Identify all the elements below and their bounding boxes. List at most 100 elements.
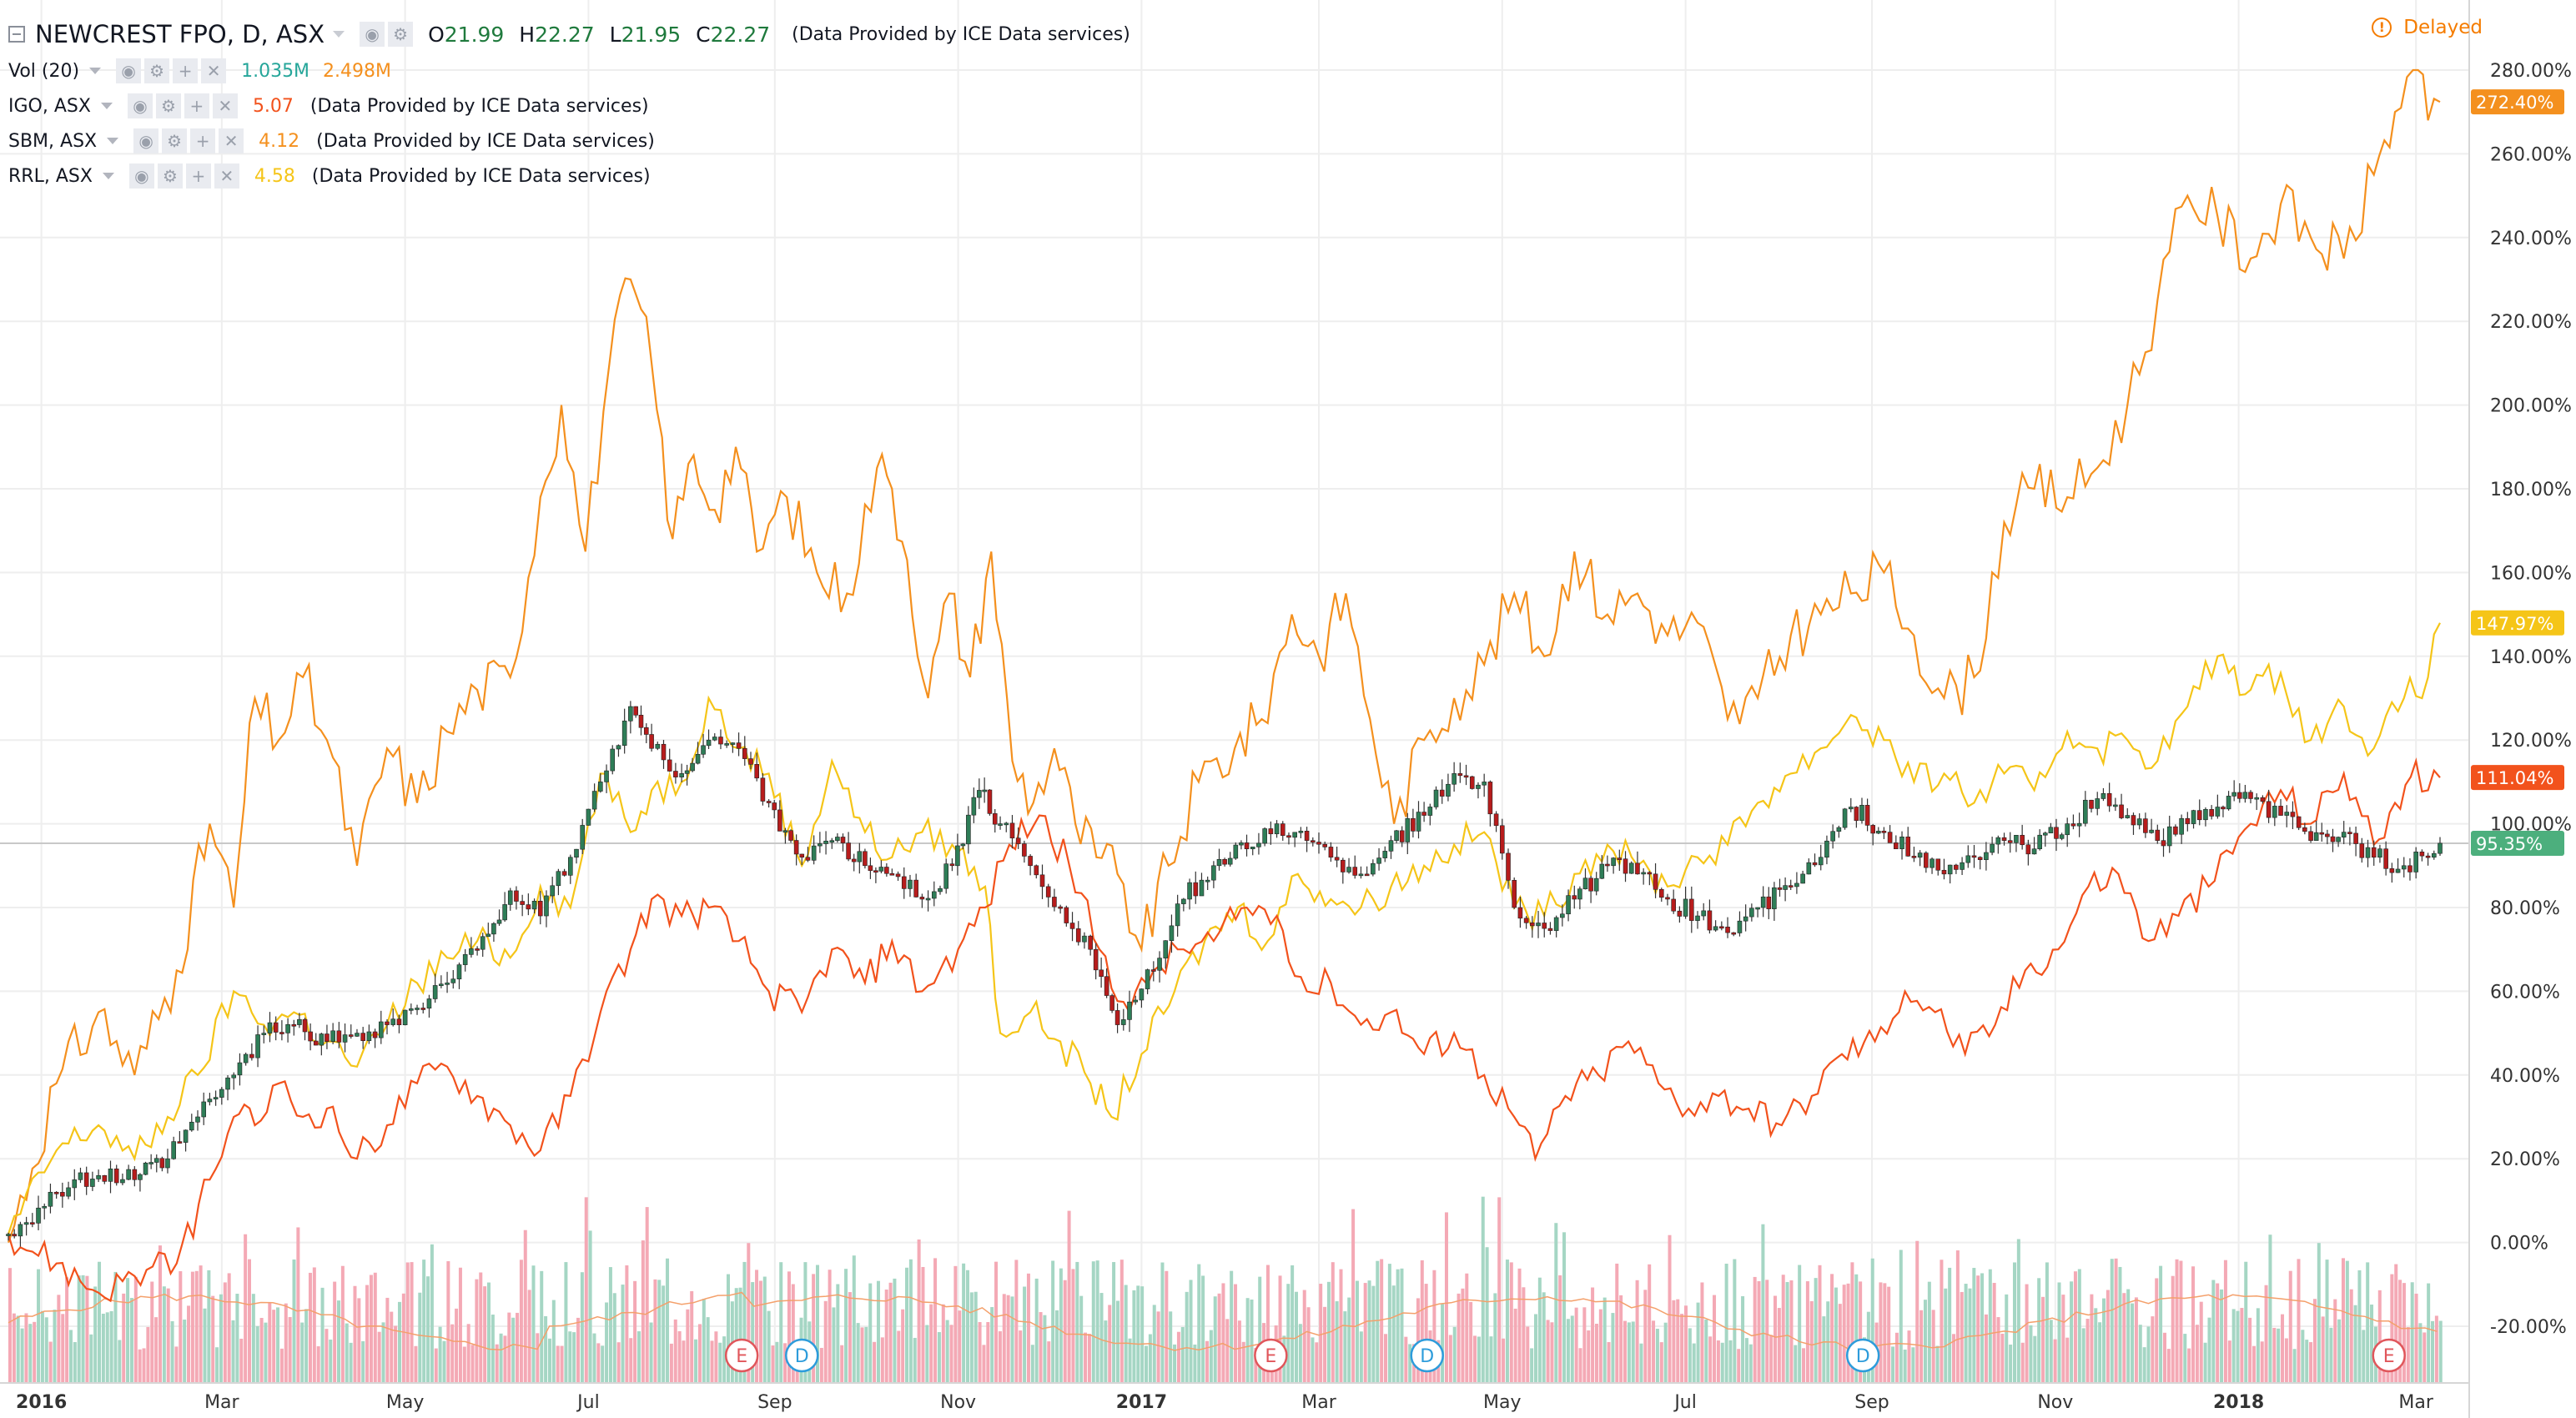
- candle-body: [1211, 865, 1216, 881]
- volume-bar: [1838, 1304, 1842, 1383]
- volume-bar: [1903, 1349, 1907, 1383]
- event-marker-d[interactable]: D: [1845, 1338, 1880, 1373]
- volume-bar: [48, 1341, 53, 1383]
- symbol-menu-icon[interactable]: [333, 31, 345, 38]
- gear-icon[interactable]: ⚙: [144, 58, 170, 83]
- event-marker-d[interactable]: D: [784, 1338, 819, 1373]
- gear-icon[interactable]: ⚙: [162, 128, 188, 153]
- volume-bar: [1006, 1295, 1010, 1383]
- volume-bar: [1611, 1313, 1615, 1383]
- candle-body: [1175, 903, 1180, 927]
- candle-body: [1506, 852, 1511, 881]
- volume-bar: [592, 1333, 596, 1383]
- volume-bar: [856, 1323, 860, 1383]
- candle-body: [1894, 842, 1899, 850]
- candle-body: [378, 1021, 384, 1038]
- volume-bar: [1355, 1280, 1359, 1383]
- event-marker-e[interactable]: E: [2372, 1338, 2406, 1373]
- time-axis[interactable]: 2016 Mar May Jul Sep Nov 2017 Mar May Jul Sep Nov 20…: [0, 1382, 2469, 1413]
- volume-bar: [1254, 1348, 1258, 1383]
- eye-icon[interactable]: ◉: [116, 58, 142, 83]
- collapse-legend-icon[interactable]: [8, 26, 25, 43]
- volume-bar: [787, 1271, 791, 1383]
- close-icon[interactable]: ✕: [212, 93, 238, 118]
- volume-bar: [174, 1346, 179, 1383]
- volume-bar: [2045, 1262, 2049, 1383]
- eye-icon[interactable]: ◉: [360, 22, 385, 47]
- volume-bar: [921, 1266, 925, 1383]
- eye-icon[interactable]: ◉: [127, 93, 153, 118]
- y-tick-label: 0.00%: [2490, 1234, 2548, 1255]
- plus-icon[interactable]: +: [173, 58, 199, 83]
- volume-bar: [442, 1340, 446, 1383]
- candle-body: [730, 742, 736, 745]
- candle-body: [901, 876, 907, 889]
- plus-icon[interactable]: +: [184, 93, 209, 118]
- compare-symbol-label[interactable]: IGO, ASX: [8, 95, 91, 117]
- volume-bar: [2094, 1308, 2098, 1383]
- volume-bar: [1075, 1261, 1079, 1383]
- candle-body: [2131, 815, 2136, 826]
- candle-body: [319, 1033, 325, 1046]
- compare-menu-icon[interactable]: [100, 103, 113, 109]
- delayed-status[interactable]: ! Delayed: [2372, 17, 2483, 38]
- volume-bar: [669, 1343, 673, 1383]
- volume-bar: [1728, 1340, 1733, 1383]
- candle-body: [153, 1158, 159, 1163]
- candle-body: [2037, 834, 2042, 850]
- candle-body: [475, 948, 480, 951]
- close-icon[interactable]: ✕: [214, 163, 239, 189]
- volume-bar: [154, 1317, 158, 1383]
- volume-menu-icon[interactable]: [89, 68, 102, 74]
- x-tick-label: Jul: [1673, 1392, 1697, 1413]
- gear-icon[interactable]: ⚙: [155, 93, 181, 118]
- compare-menu-icon[interactable]: [107, 138, 119, 144]
- volume-bar: [1084, 1332, 1088, 1383]
- volume-bar: [738, 1287, 742, 1383]
- x-tick-label: Sep: [1854, 1392, 1889, 1413]
- volume-bar: [2264, 1285, 2268, 1383]
- volume-bar: [556, 1345, 560, 1383]
- y-tick-label: 60.00%: [2490, 982, 2560, 1003]
- volume-bar: [1331, 1262, 1335, 1383]
- compare-menu-icon[interactable]: [102, 173, 114, 179]
- event-marker-d[interactable]: D: [1410, 1338, 1444, 1373]
- candle-body: [574, 848, 579, 858]
- symbol-title[interactable]: NEWCREST FPO, D, ASX: [35, 20, 325, 48]
- series-line-rrl[interactable]: [7, 622, 2441, 1234]
- eye-icon[interactable]: ◉: [133, 128, 159, 153]
- volume-bar: [1485, 1247, 1489, 1383]
- volume-bar: [1087, 1334, 1091, 1383]
- price-axis[interactable]: 280.00% 260.00% 240.00% 220.00% 200.00% 180.0…: [2468, 0, 2572, 1418]
- gear-icon[interactable]: ⚙: [157, 163, 183, 189]
- volume-bar: [2049, 1320, 2053, 1383]
- compare-symbol-label[interactable]: RRL, ASX: [8, 165, 93, 187]
- event-marker-e[interactable]: E: [1254, 1338, 1288, 1373]
- series-line-igo[interactable]: [7, 757, 2441, 1303]
- volume-label[interactable]: Vol (20): [8, 60, 80, 82]
- plus-icon[interactable]: +: [185, 163, 211, 189]
- volume-bar: [1870, 1258, 1874, 1383]
- event-marker-e[interactable]: E: [724, 1338, 759, 1373]
- series-line-sbm[interactable]: [7, 68, 2441, 1243]
- volume-bar: [1185, 1291, 1189, 1383]
- eye-icon[interactable]: ◉: [128, 163, 154, 189]
- gear-icon[interactable]: ⚙: [388, 22, 414, 47]
- volume-bar: [24, 1313, 28, 1383]
- candle-body: [2383, 848, 2388, 869]
- candle-body: [2242, 792, 2248, 799]
- volume-bar: [2073, 1271, 2077, 1383]
- candle-body: [1530, 923, 1535, 927]
- candle-body: [1881, 831, 1887, 833]
- close-icon[interactable]: ✕: [219, 128, 244, 153]
- volume-bar: [2418, 1323, 2423, 1383]
- volume-bar: [385, 1297, 390, 1383]
- compare-symbol-label[interactable]: SBM, ASX: [8, 130, 98, 152]
- candle-body: [2226, 796, 2231, 810]
- volume-bar: [122, 1293, 126, 1383]
- volume-bar: [53, 1310, 57, 1383]
- close-icon[interactable]: ✕: [201, 58, 227, 83]
- plus-icon[interactable]: +: [190, 128, 216, 153]
